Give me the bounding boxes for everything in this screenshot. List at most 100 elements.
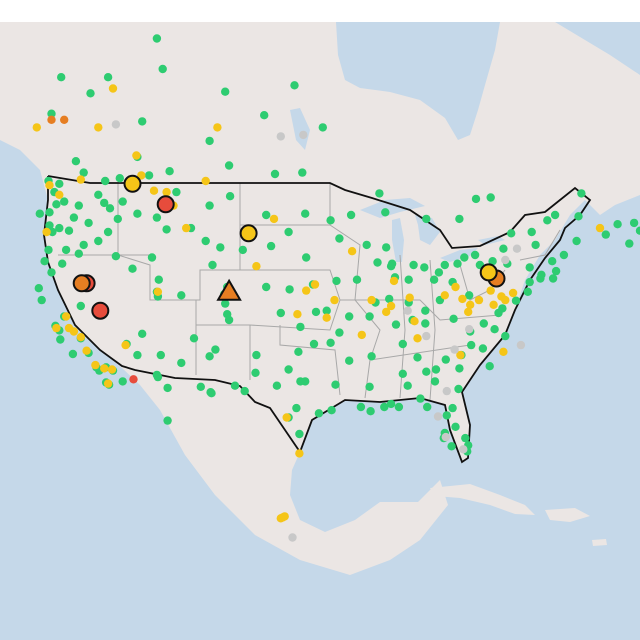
monitor-marker-good[interactable] [118,377,127,386]
monitor-marker-moderate[interactable] [451,282,460,292]
monitor-marker-moderate[interactable] [61,312,71,321]
monitor-marker-moderate[interactable] [293,310,302,319]
monitor-marker-good[interactable] [40,257,49,266]
monitor-marker-moderate[interactable] [367,295,376,305]
monitor-marker-good[interactable] [422,214,431,224]
monitor-marker-good[interactable] [292,403,301,413]
monitor-marker-good[interactable] [37,295,46,305]
monitor-marker-good[interactable] [230,381,240,390]
monitor-marker-good[interactable] [635,226,640,235]
monitor-marker-no-data[interactable] [433,412,443,421]
monitor-marker-good[interactable] [270,169,280,179]
monitor-marker-good[interactable] [574,212,583,221]
monitor-marker-no-data[interactable] [111,120,121,129]
monitor-marker-moderate[interactable] [69,327,79,336]
monitor-marker-moderate[interactable] [322,313,331,322]
monitor-marker-good[interactable] [48,227,57,237]
monitor-marker-good[interactable] [551,266,561,276]
monitor-marker-good[interactable] [35,209,44,218]
monitor-marker-good[interactable] [460,253,469,262]
monitor-marker-moderate[interactable] [32,123,41,132]
monitor-marker-good[interactable] [56,335,65,344]
monitor-marker-no-data[interactable] [512,244,522,253]
monitor-marker-good[interactable] [158,64,167,74]
monitor-marker-moderate[interactable] [252,262,261,271]
monitor-marker-good[interactable] [470,250,480,260]
monitor-marker-good[interactable] [431,365,441,374]
monitor-marker-good[interactable] [94,236,103,246]
monitor-marker-good[interactable] [262,282,271,292]
monitor-marker-moderate[interactable] [76,333,86,342]
monitor-marker-good[interactable] [420,263,429,272]
monitor-marker-good[interactable] [440,260,449,270]
monitor-marker-moderate[interactable] [456,350,465,360]
monitor-marker-good[interactable] [572,236,581,246]
monitor-marker-moderate[interactable] [310,280,320,289]
monitor-marker-good[interactable] [366,407,375,416]
monitor-marker-good[interactable] [559,250,569,260]
monitor-marker-good[interactable] [138,329,147,338]
monitor-marker-moderate[interactable] [52,323,61,333]
monitor-marker-moderate[interactable] [386,301,396,311]
monitor-marker-good[interactable] [423,402,432,412]
monitor-marker-no-data[interactable] [288,533,297,542]
monitor-marker-good[interactable] [421,319,430,328]
monitor-marker-good[interactable] [144,171,154,180]
monitor-marker-good[interactable] [272,381,282,390]
monitor-marker-good[interactable] [224,161,234,170]
monitor-marker-good[interactable] [133,350,142,360]
monitor-marker-good[interactable] [429,275,439,284]
monitor-marker-good[interactable] [103,227,113,237]
monitor-marker-good[interactable] [447,442,456,451]
monitor-marker-moderate[interactable] [108,84,118,93]
monitor-marker-good[interactable] [55,223,64,233]
monitor-marker-good[interactable] [276,308,285,318]
monitor-marker-good[interactable] [365,312,374,321]
monitor-marker-good[interactable] [302,253,311,262]
monitor-marker-no-data[interactable] [299,130,308,140]
monitor-marker-moderate[interactable] [103,379,113,388]
monitor-marker-good[interactable] [294,347,303,356]
monitor-marker-good[interactable] [322,306,331,315]
monitor-marker-moderate[interactable] [595,223,605,233]
monitor-marker-good[interactable] [380,402,389,412]
monitor-marker-moderate[interactable] [94,123,103,132]
monitor-marker-good[interactable] [326,216,335,225]
monitor-marker-moderate[interactable] [489,300,498,309]
monitor-marker-good[interactable] [290,81,299,90]
monitor-marker-good[interactable] [79,168,88,177]
monitor-marker-good[interactable] [138,117,147,126]
monitor-marker-good[interactable] [251,368,260,377]
monitor-marker-good[interactable] [345,312,354,321]
monitor-marker-good[interactable] [55,179,64,188]
monitor-marker-good[interactable] [189,334,199,343]
monitor-marker-moderate[interactable] [440,291,449,300]
monitor-marker-good[interactable] [386,399,396,409]
monitor-marker-good[interactable] [69,213,79,222]
monitor-marker-moderate[interactable] [330,295,339,305]
monitor-marker-moderate[interactable] [280,512,289,521]
monitor-marker-good[interactable] [601,230,610,239]
monitor-marker-moderate[interactable] [499,347,508,356]
monitor-marker-good[interactable] [346,210,356,220]
monitor-marker-good[interactable] [252,350,261,360]
monitor-marker-good[interactable] [163,416,172,425]
monitor-marker-good[interactable] [625,239,634,248]
monitor-marker-good[interactable] [385,294,394,304]
monitor-marker-no-data[interactable] [459,445,468,454]
monitor-marker-good[interactable] [525,277,534,287]
monitor-marker-good[interactable] [71,157,81,166]
monitor-marker-good[interactable] [548,257,557,266]
monitor-marker-good[interactable] [485,362,494,371]
monitor-marker-moderate[interactable] [357,330,366,340]
monitor-marker-good[interactable] [394,402,404,412]
monitor-marker-good[interactable] [44,245,53,255]
monitor-marker-good[interactable] [486,193,495,202]
monitor-marker-good[interactable] [373,258,382,267]
highlighted-triangle-marker-unhealthy-sensitive[interactable] [216,278,242,301]
monitor-marker-good[interactable] [421,306,430,315]
monitor-marker-moderate[interactable] [302,286,311,295]
monitor-marker-good[interactable] [449,314,458,323]
monitor-marker-good[interactable] [240,386,249,396]
monitor-marker-good[interactable] [455,214,464,224]
